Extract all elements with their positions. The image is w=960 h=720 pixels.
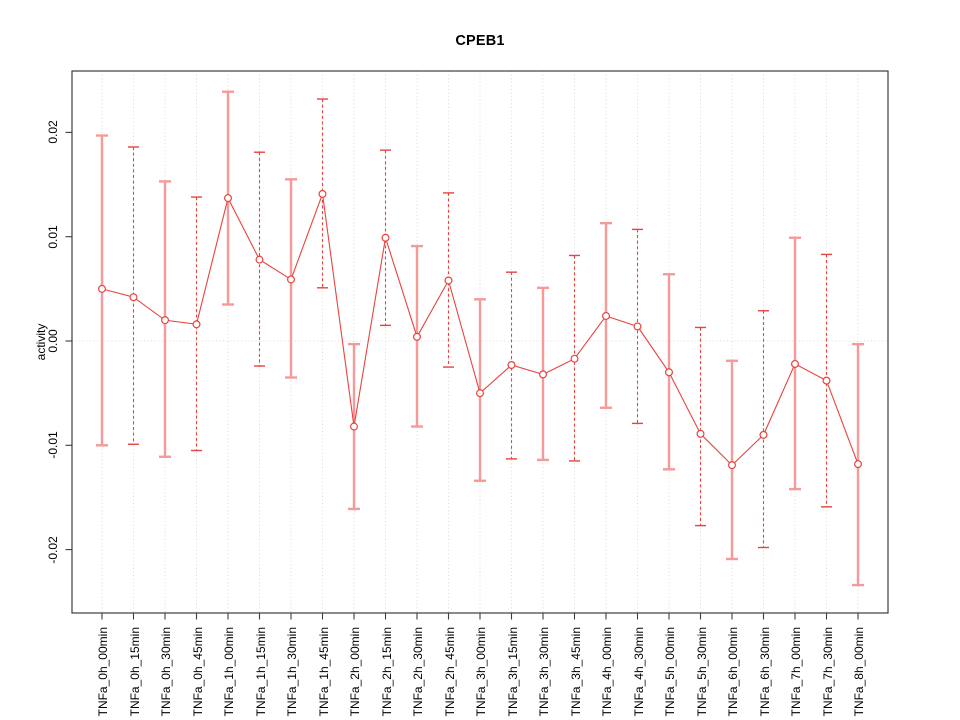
x-tick-label: TNFa_7h_30min bbox=[820, 627, 835, 717]
data-point-marker bbox=[192, 320, 201, 329]
x-tick-label: TNFa_2h_15min bbox=[379, 627, 394, 717]
data-point-marker bbox=[476, 389, 485, 398]
data-point-marker bbox=[538, 370, 547, 379]
data-point-marker bbox=[853, 460, 862, 469]
data-point-marker bbox=[255, 255, 264, 264]
data-point-marker bbox=[696, 429, 705, 438]
x-tick-label: TNFa_2h_00min bbox=[348, 627, 362, 717]
x-tick-label: TNFa_3h_45min bbox=[568, 627, 583, 717]
data-point-marker bbox=[381, 233, 390, 242]
y-tick-label: -0.01 bbox=[46, 431, 60, 459]
y-tick-label: 0.01 bbox=[46, 225, 60, 249]
data-point-marker bbox=[790, 359, 799, 368]
data-point-marker bbox=[444, 276, 453, 285]
x-tick-label: TNFa_0h_00min bbox=[96, 627, 110, 717]
x-tick-label: TNFa_3h_30min bbox=[537, 627, 551, 717]
x-tick-label: TNFa_3h_00min bbox=[474, 627, 488, 717]
y-tick-label: -0.02 bbox=[46, 535, 60, 564]
data-point-marker bbox=[633, 322, 642, 331]
x-tick-label: TNFa_3h_15min bbox=[505, 627, 520, 717]
data-point-marker bbox=[822, 376, 831, 385]
x-tick-label: TNFa_2h_30min bbox=[411, 627, 425, 717]
y-tick-label: 0.00 bbox=[46, 329, 60, 353]
x-tick-label: TNFa_1h_00min bbox=[222, 627, 236, 717]
data-point-marker bbox=[507, 360, 516, 369]
x-tick-label: TNFa_0h_15min bbox=[127, 627, 142, 717]
data-point-marker bbox=[287, 275, 296, 284]
x-tick-label: TNFa_0h_30min bbox=[159, 627, 173, 717]
data-point-marker bbox=[727, 461, 736, 470]
x-tick-label: TNFa_1h_15min bbox=[253, 627, 268, 717]
data-point-marker bbox=[224, 194, 233, 203]
x-tick-label: TNFa_8h_00min bbox=[852, 627, 866, 717]
data-point-marker bbox=[570, 354, 579, 363]
chart-title: CPEB1 bbox=[455, 33, 505, 49]
data-point-marker bbox=[664, 368, 673, 377]
data-point-marker bbox=[759, 430, 768, 439]
data-point-marker bbox=[350, 422, 359, 431]
x-tick-label: TNFa_0h_45min bbox=[190, 627, 205, 717]
x-tick-label: TNFa_4h_00min bbox=[600, 627, 614, 717]
data-point-marker bbox=[97, 284, 106, 293]
x-tick-label: TNFa_6h_00min bbox=[726, 627, 740, 717]
data-point-marker bbox=[601, 311, 610, 320]
x-tick-label: TNFa_1h_30min bbox=[285, 627, 299, 717]
x-tick-label: TNFa_7h_00min bbox=[789, 627, 803, 717]
x-tick-label: TNFa_2h_45min bbox=[442, 627, 457, 717]
x-tick-label: TNFa_1h_45min bbox=[316, 627, 331, 717]
x-tick-label: TNFa_4h_30min bbox=[631, 627, 646, 717]
x-tick-label: TNFa_6h_30min bbox=[757, 627, 772, 717]
x-tick-label: TNFa_5h_30min bbox=[694, 627, 709, 717]
y-tick-label: 0.02 bbox=[46, 120, 60, 145]
data-point-marker bbox=[413, 332, 422, 341]
x-tick-label: TNFa_5h_00min bbox=[663, 627, 677, 717]
data-point-marker bbox=[129, 293, 138, 302]
data-point-marker bbox=[318, 189, 327, 198]
data-point-marker bbox=[161, 316, 170, 325]
